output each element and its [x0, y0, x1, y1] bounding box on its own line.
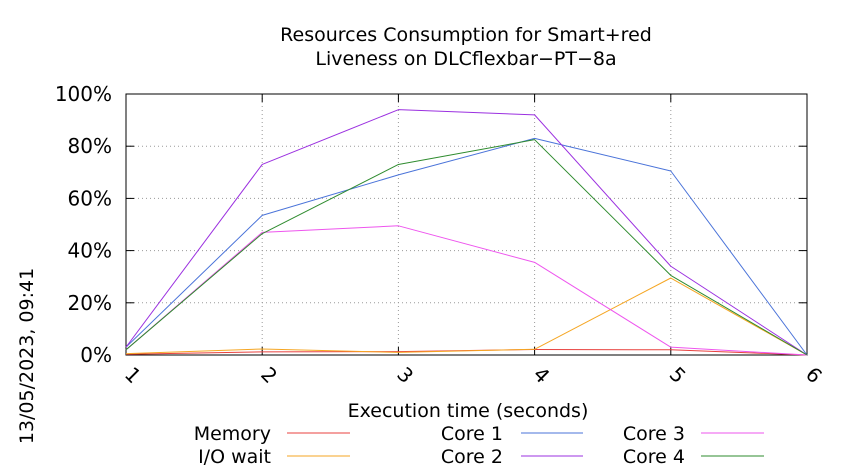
series-line-i-o-wait — [125, 277, 808, 356]
x-tick-label: 5 — [665, 362, 691, 388]
chart-title-line-2: Liveness on DLCflexbar−PT−8a — [315, 48, 616, 70]
legend-label-core-1: Core 1 — [441, 423, 503, 445]
legend-label-core-3: Core 3 — [623, 423, 685, 445]
x-tick-label: 6 — [801, 362, 827, 388]
legend-label-core-2: Core 2 — [441, 446, 503, 468]
x-tick-label: 1 — [120, 362, 146, 388]
series-line-core-2 — [125, 109, 808, 356]
chart-text: Resources Consumption for Smart+red Live… — [16, 24, 652, 444]
x-axis-label: Execution time (seconds) — [348, 400, 589, 422]
plot-frame — [125, 93, 808, 356]
grid — [126, 94, 807, 355]
chart-title-line-1: Resources Consumption for Smart+red — [280, 24, 652, 46]
series-line-core-4 — [125, 139, 808, 356]
x-tick-label: 4 — [529, 362, 555, 388]
legend-label-core-4: Core 4 — [623, 446, 685, 468]
y-tick-label: 20% — [68, 291, 112, 315]
legend-label-memory: Memory — [194, 423, 271, 445]
y-tick-label: 40% — [68, 239, 112, 263]
x-tick-label: 2 — [256, 362, 282, 388]
y-tick-label: 60% — [68, 186, 112, 210]
x-tick-label: 3 — [392, 362, 418, 388]
series-line-core-3 — [125, 225, 808, 356]
timestamp-label: 13/05/2023, 09:41 — [16, 268, 38, 444]
y-tick-label: 100% — [55, 82, 112, 106]
legend-label-i-o-wait: I/O wait — [198, 446, 271, 468]
y-tick-label: 0% — [80, 343, 112, 367]
y-tick-label: 80% — [68, 134, 112, 158]
axes: 0% 20% 40% 60% 80% 100% 1 2 3 4 5 6 — [55, 82, 827, 388]
series-lines — [125, 109, 808, 356]
series-line-core-1 — [125, 137, 808, 356]
